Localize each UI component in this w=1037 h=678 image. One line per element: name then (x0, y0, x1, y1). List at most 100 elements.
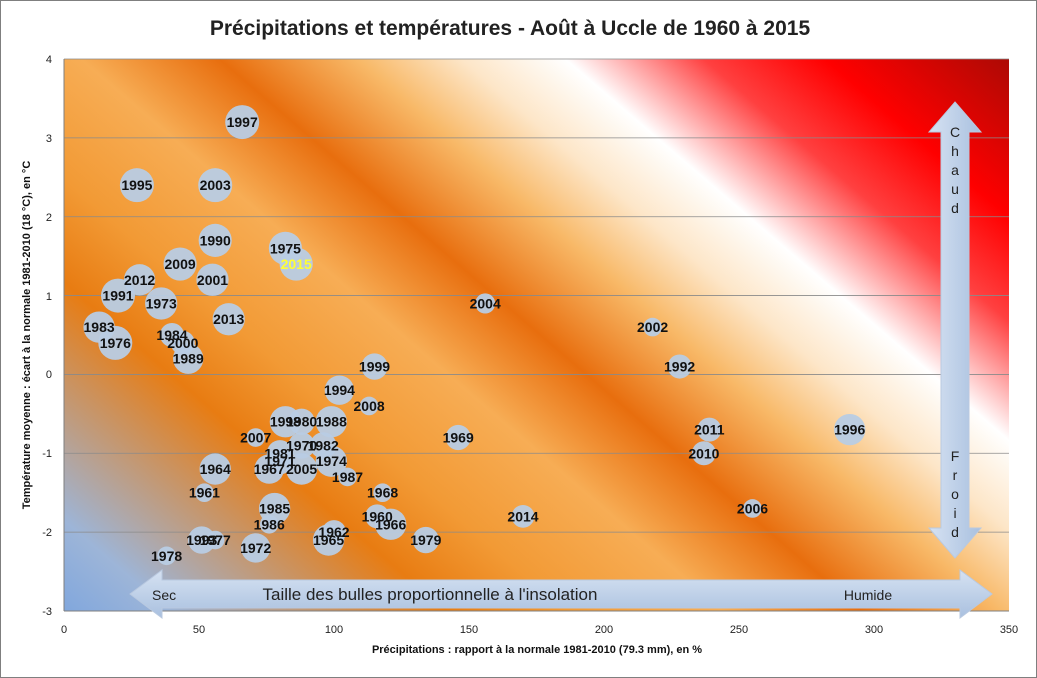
bubble-label-1991: 1991 (102, 288, 133, 304)
bubble-label-2011: 2011 (694, 422, 725, 438)
bubble-label-1964: 1964 (200, 461, 231, 477)
hot-label-letter: C (950, 124, 960, 140)
y-tick-label: -2 (42, 527, 52, 539)
bubble-label-1980: 1980 (286, 414, 317, 430)
cold-label-letter: r (953, 467, 958, 483)
bubble-1987 (338, 467, 357, 487)
bubble-label-1983: 1983 (84, 319, 115, 335)
x-tick-label: 150 (460, 624, 478, 636)
bubble-label-1974: 1974 (316, 453, 347, 469)
bubble-label-1990: 1990 (200, 232, 231, 248)
bubble-2004 (475, 293, 496, 314)
bubble-label-1987: 1987 (332, 469, 363, 485)
bubble-1961 (195, 483, 214, 503)
bubble-2001 (196, 263, 229, 296)
bubble-label-1996: 1996 (834, 422, 865, 438)
bubble-label-2003: 2003 (200, 177, 231, 193)
hot-label-letter: a (951, 162, 959, 178)
dry-label: Sec (152, 587, 176, 603)
x-tick-label: 0 (61, 624, 67, 636)
y-tick-label: 1 (46, 291, 52, 303)
bubble-label-2004: 2004 (470, 295, 501, 311)
bubble-label-1975: 1975 (270, 240, 301, 256)
bubble-label-1993: 1993 (186, 532, 217, 548)
bubble-label-1973: 1973 (146, 295, 177, 311)
bubble-1994 (324, 375, 355, 405)
gridlines (64, 58, 1009, 533)
bubble-1996 (834, 413, 866, 446)
bubble-label-1992: 1992 (664, 359, 695, 375)
x-tick-labels: 0 50 100 150 200 250 300 350 (61, 624, 1018, 636)
bubble-label-2006: 2006 (737, 500, 768, 516)
hot-label-letter: u (951, 181, 959, 197)
x-tick-label: 300 (865, 624, 883, 636)
bubble-label-1985: 1985 (259, 500, 290, 516)
bubble-label-1971: 1971 (264, 453, 295, 469)
bubble-label-1982: 1982 (308, 437, 339, 453)
bubble-1995 (119, 168, 154, 203)
bubble-2005 (285, 453, 318, 485)
y-axis-label: Température moyenne : écart à la normale… (21, 161, 33, 510)
bubble-1997 (225, 105, 260, 140)
bubble-label-1966: 1966 (375, 516, 406, 532)
bubble-label-1986: 1986 (254, 516, 285, 532)
bubble-label-1961: 1961 (189, 485, 220, 501)
bubble-label-1960: 1960 (362, 508, 393, 524)
y-tick-label: 4 (46, 54, 52, 66)
bubble-2003 (198, 168, 233, 203)
bubble-label-2000: 2000 (167, 335, 198, 351)
bubble-label-2002: 2002 (637, 319, 668, 335)
bubble-label-1965: 1965 (313, 532, 344, 548)
bubble-2015 (279, 247, 313, 281)
bubble-label-2015: 2015 (281, 256, 312, 272)
bubble-1964 (199, 453, 231, 485)
bubble-label-1972: 1972 (240, 540, 271, 556)
bubble-1974 (315, 445, 347, 477)
bubble-1967 (254, 454, 284, 484)
hot-label-letter: h (951, 143, 959, 159)
cold-label-letter: d (951, 524, 959, 540)
bubble-2008 (359, 396, 379, 416)
bubble-label-2012: 2012 (124, 272, 155, 288)
bubble-1969 (445, 424, 471, 451)
bubble-label-1962: 1962 (318, 524, 349, 540)
chart-title: Précipitations et températures - Août à … (210, 17, 811, 40)
bubble-label-2013: 2013 (213, 311, 244, 327)
bubble-1968 (373, 483, 392, 503)
vertical-double-arrow-icon (927, 101, 983, 559)
bubble-label-1989: 1989 (173, 351, 204, 367)
insolation-arrow: Taille des bulles proportionnelle à l'in… (129, 569, 993, 619)
hot-label-letter: d (951, 200, 959, 216)
bubble-1965 (312, 524, 345, 556)
bubble-1970 (288, 432, 315, 459)
bubble-1972 (240, 533, 271, 563)
bubble-1966 (375, 508, 407, 540)
bubble-label-1968: 1968 (367, 485, 398, 501)
bubble-1993 (187, 526, 216, 554)
y-tick-labels: 4 3 2 1 0 -1 -2 -3 (42, 54, 52, 618)
x-tick-label: 250 (730, 624, 748, 636)
bubble-label-1979: 1979 (410, 532, 441, 548)
cold-label-letter: i (953, 505, 956, 521)
x-tick-label: 200 (595, 624, 613, 636)
y-tick-label: 2 (46, 212, 52, 224)
bubble-label-1997: 1997 (227, 114, 258, 130)
bubble-2011 (697, 417, 722, 442)
bubble-1986 (259, 514, 279, 534)
bubble-label-1969: 1969 (443, 430, 474, 446)
bubble-1992 (667, 354, 692, 379)
plot-background (64, 59, 1009, 611)
bubble-label-2008: 2008 (354, 398, 385, 414)
bubble-1989 (172, 343, 204, 374)
bubble-1978 (157, 546, 176, 566)
bubble-label-1970: 1970 (286, 437, 317, 453)
y-tick-label: 3 (46, 133, 52, 145)
cold-label-letter: o (951, 486, 959, 502)
bubble-2014 (511, 504, 535, 528)
bubbles (83, 105, 866, 566)
bubble-label-1967: 1967 (254, 461, 285, 477)
bubble-label-2001: 2001 (197, 272, 228, 288)
bubble-label-1984: 1984 (156, 327, 187, 343)
x-tick-label: 100 (325, 624, 343, 636)
